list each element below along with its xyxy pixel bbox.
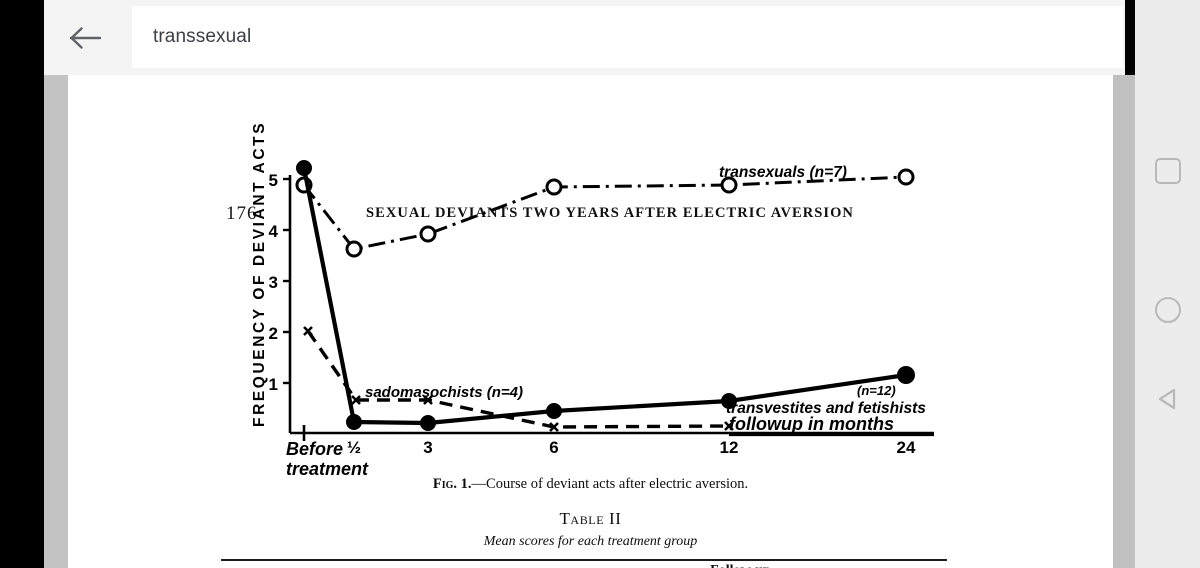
android-navigation-rail [1135,0,1200,568]
figure-caption-label: Fig. 1. [432,476,472,492]
svg-text:5: 5 [269,171,278,190]
svg-text:4: 4 [269,222,279,241]
search-input-value: transsexual [153,26,252,47]
svg-text:treatment: treatment [286,459,369,475]
svg-text:6: 6 [549,438,558,457]
page-number: 176 [226,203,258,224]
left-black-gutter [0,0,44,568]
browser-toolbar: transsexual [44,0,1125,75]
figure-caption: Fig. 1.—Course of deviant acts after ele… [68,476,1113,493]
running-head: SEXUAL DEVIANTS TWO YEARS AFTER ELECTRIC… [366,205,854,221]
scanned-document-page: 176 SEXUAL DEVIANTS TWO YEARS AFTER ELEC… [68,75,1113,568]
svg-text:½: ½ [347,438,361,457]
svg-text:2: 2 [269,324,278,343]
svg-text:3: 3 [269,273,278,292]
svg-text:3: 3 [423,438,432,457]
table-title: Table II [559,509,622,528]
table-subtitle: Mean scores for each treatment group [483,534,698,549]
figure-1-chart: 5 4 3 2 1 FREQUENCY OF DEVIANT ACTS ½ 3 … [68,75,1113,568]
svg-text:24: 24 [897,438,916,457]
table-top-rule [221,559,947,561]
svg-text:FREQUENCY OF DEVIANT ACTS: FREQUENCY OF DEVIANT ACTS [251,121,268,427]
series-count-transvestites: (n=12) [857,383,896,398]
figure-caption-text: —Course of deviant acts after electric a… [471,476,749,492]
right-scrollbar[interactable] [1113,75,1135,568]
svg-text:Before: Before [286,439,343,459]
table-column-header: Follow-up [68,563,1113,568]
back-arrow-icon[interactable] [58,12,114,64]
svg-text:12: 12 [720,438,739,457]
series-label-transvestites: transvestites and fetishists [726,400,926,417]
svg-text:1: 1 [269,375,278,394]
square-recents-icon[interactable] [1154,158,1181,184]
series-label-transexuals: transexuals (n=7) [719,164,847,181]
x-axis-title: followup in months [729,414,894,434]
circle-home-icon[interactable] [1154,297,1181,323]
search-input[interactable]: transsexual [132,6,1123,68]
left-scrollbar[interactable] [44,75,68,568]
series-label-sadomasochists: sadomasochists (n=4) [365,384,523,401]
triangle-back-icon[interactable] [1155,386,1181,412]
